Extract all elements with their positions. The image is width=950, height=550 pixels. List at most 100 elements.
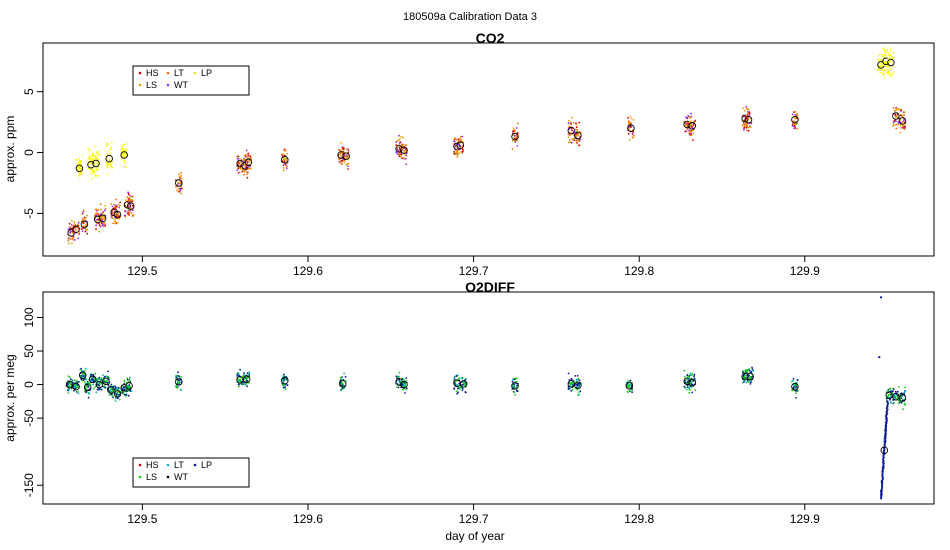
o2diff-x-axis: 129.5 129.6 129.7 129.8 129.9 [127,504,820,526]
cluster-point [570,121,572,123]
cluster-point [95,391,98,394]
cluster-point [692,379,695,382]
cluster-point [629,379,632,382]
cluster-point [569,134,571,137]
highlight-cluster-point [879,62,882,65]
cluster-point [128,203,131,206]
highlight-cluster-point [888,67,891,69]
cluster-point [893,394,896,397]
highlight-cluster-mean-marker [105,154,113,163]
x-tick-label: 129.7 [459,512,489,526]
cluster-point [127,210,130,213]
cluster-point [746,123,748,126]
cluster-point [511,379,514,381]
cluster-point [748,369,751,372]
highlight-cluster-point [122,144,124,147]
cluster-point [899,131,902,134]
cluster-point [73,232,76,235]
cluster-point [578,379,581,382]
cluster-point [742,107,745,110]
o2diff-plot-frame [42,291,935,505]
cluster-point [99,208,102,211]
cluster-point [685,116,687,119]
cluster-point [69,230,72,233]
cluster-point [743,129,745,131]
cluster-point [901,394,903,397]
legend-label-lp: LP [201,460,212,470]
legend-label-ls: LS [146,80,157,90]
cluster-point [626,384,629,387]
cluster-point [894,114,897,116]
cluster-point [118,393,121,396]
highlight-cluster-point [105,142,108,145]
cluster-point [129,385,132,388]
cluster-point [748,368,751,371]
cluster-point [339,153,342,156]
cluster-point [690,130,693,132]
o2diff-legend: HS LT LP LS WT [132,457,250,488]
cluster-point [463,384,465,386]
cluster-point [903,119,905,122]
legend-swatch-lp [193,463,197,467]
cluster-point [111,395,114,397]
cluster-point [242,159,245,162]
cluster-point [571,116,573,119]
cluster-point [76,390,79,393]
cluster-point [689,382,692,384]
cluster-point [177,371,179,374]
cluster-point [243,173,245,176]
cluster-point [282,383,285,386]
cluster-point [458,144,460,146]
cluster-point [243,158,246,160]
cluster-point [743,380,745,383]
cluster-mean-marker [574,381,582,390]
cluster-point [691,380,693,383]
cluster-point [796,127,799,130]
cluster-mean-marker [898,394,907,402]
highlight-cluster-point [106,173,109,176]
cluster-point [568,379,571,381]
cluster-point [456,155,459,158]
cluster-point [904,390,906,393]
cluster-point [239,164,242,167]
cluster-mean-marker [113,210,122,219]
cluster-point [627,132,630,135]
highlight-cluster-point [878,54,881,56]
legend-swatch-lt [166,71,170,75]
cluster-point [692,139,694,142]
cluster-point [116,397,119,400]
cluster-point [117,388,119,391]
o2diff-y-axis-label: approx. per meg [3,354,17,441]
cluster-point [343,161,346,164]
cluster-point [116,212,119,215]
cluster-point [103,221,105,224]
cluster-point [456,374,459,376]
cluster-point [690,384,693,386]
cluster-point [629,389,632,392]
cluster-point [632,135,635,138]
cluster-point [177,375,180,377]
cluster-point [685,122,688,125]
cluster-point [627,117,629,119]
cluster-point [97,383,100,386]
cluster-point [571,389,574,391]
legend-swatch-hs [138,463,142,467]
cluster-point [899,395,902,398]
cluster-point [747,111,749,113]
cluster-point [126,378,129,381]
cluster-point [176,381,179,384]
cluster-point [126,377,129,380]
cluster-point [512,130,515,132]
cluster-point [130,195,133,198]
cluster-point [404,384,406,387]
highlight-cluster-point [882,64,885,66]
cluster-point [82,375,85,377]
cluster-point [897,386,900,388]
cluster-point [456,384,458,386]
cluster-point [244,154,247,157]
cluster-point [895,115,898,118]
cluster-point [896,114,899,116]
cluster-point [690,374,693,377]
cluster-point [516,384,519,387]
cluster-mean-marker [567,126,576,135]
